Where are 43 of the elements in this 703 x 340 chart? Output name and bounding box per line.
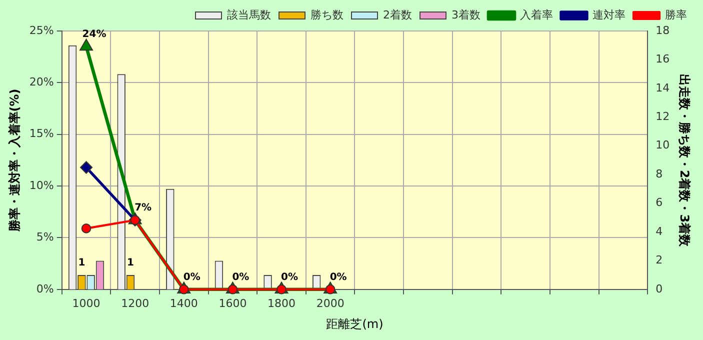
x-tick-label: 1400	[170, 296, 198, 310]
x-tick-label: 1600	[218, 296, 247, 310]
y-tick-label: 5%	[36, 230, 54, 244]
y2-tick-label: 4	[656, 224, 663, 238]
data-label: 0%	[281, 272, 298, 283]
x-tick-label: 1800	[268, 296, 296, 310]
data-label: 1	[78, 258, 86, 269]
y-tick-label: 20%	[29, 76, 54, 89]
y2-tick-label: 8	[656, 167, 663, 180]
point	[81, 224, 92, 234]
y2-tick-label: 18	[656, 24, 670, 37]
legend-label: 勝ち数	[310, 8, 344, 22]
y2-tick-label: 16	[656, 52, 670, 66]
y2-tick-label: 12	[656, 110, 670, 123]
data-label: 7%	[134, 202, 152, 214]
data-label: 0%	[183, 272, 200, 283]
legend-label: 該当馬数	[227, 8, 272, 22]
y-tick-label: 25%	[29, 24, 54, 37]
y-tick-label: 10%	[29, 178, 54, 192]
y-axis-title: 勝率・連対率・入着率(%)	[7, 88, 22, 233]
y2-axis-title: 出走数・勝ち数・2着数・3着数	[678, 74, 692, 248]
legend-label: 入着率	[520, 8, 553, 22]
y2-tick-label: 10	[656, 138, 670, 152]
point	[80, 38, 93, 51]
x-axis-title: 距離芝(m)	[326, 316, 384, 331]
data-label: 24%	[82, 29, 106, 40]
legend-label: 2着数	[383, 8, 412, 22]
data-label: 0%	[330, 272, 347, 283]
x-tick-label: 1200	[121, 296, 150, 310]
legend-label: 3着数	[452, 8, 480, 22]
data-label: 0%	[232, 272, 250, 283]
x-tick-label: 1000	[72, 296, 100, 310]
data-label: 1	[127, 258, 134, 269]
y-tick-label: 0%	[36, 282, 54, 296]
legend-label: 勝率	[665, 8, 687, 22]
y2-tick-label: 2	[656, 254, 663, 267]
y-tick-label: 15%	[29, 127, 54, 140]
x-tick-label: 2000	[316, 296, 344, 310]
y2-tick-label: 14	[656, 81, 670, 94]
y2-tick-label: 0	[656, 282, 663, 296]
y2-tick-label: 6	[656, 196, 663, 210]
legend-label: 連対率	[592, 8, 626, 22]
point	[80, 161, 93, 174]
